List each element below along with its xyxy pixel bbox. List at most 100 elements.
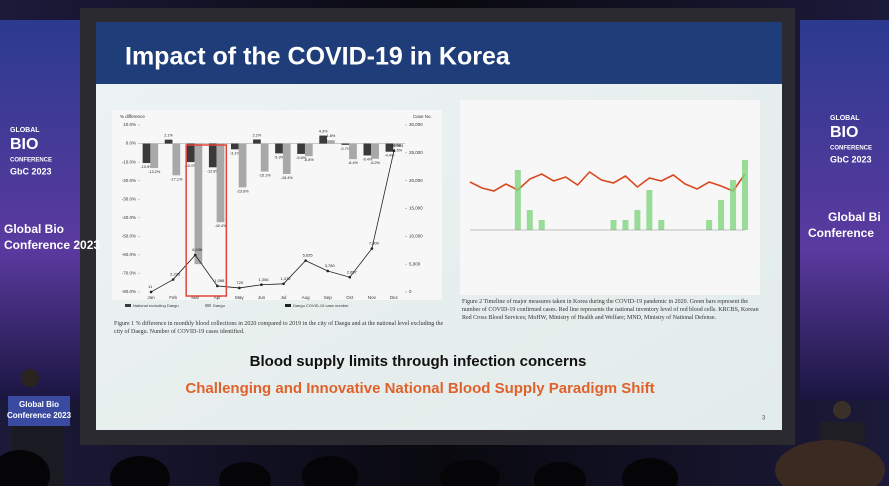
case-bar — [730, 180, 737, 230]
bar — [208, 143, 217, 168]
banner-logo: GbC 2023 — [830, 154, 872, 164]
bar — [371, 143, 379, 159]
data-label: -8.2% — [370, 161, 381, 165]
legend-label: Daegu — [213, 303, 225, 308]
bar — [385, 143, 394, 152]
figure1-caption: Figure 1 % difference in monthly blood c… — [114, 321, 444, 336]
case-bar — [610, 220, 617, 230]
bar — [142, 143, 151, 164]
y-tick-label: -40.0% — [122, 215, 136, 220]
x-tick-label: Jun — [258, 295, 266, 300]
bar — [186, 143, 195, 163]
y-tick-label: -60.0% — [122, 252, 136, 257]
bar — [304, 143, 313, 157]
x-tick-label: Dec — [390, 295, 399, 300]
y2-tick-label: 25,000 — [409, 150, 423, 155]
data-label: -10.0% — [185, 164, 198, 168]
data-label: -15.1% — [259, 174, 272, 178]
bar — [327, 140, 335, 144]
x-tick-label: May — [235, 295, 244, 300]
axis-title: % difference — [120, 114, 145, 119]
case-bar — [622, 220, 629, 230]
y-tick-label: -70.0% — [122, 271, 136, 276]
case-bar — [706, 220, 713, 230]
x-tick-label: Aug — [302, 295, 311, 300]
data-label: -0.7% — [340, 147, 351, 151]
data-label: -42.4% — [214, 224, 227, 228]
right-banner — [800, 20, 889, 400]
y-tick-label: 10.0% — [123, 122, 136, 127]
figure1-caption-box: Figure 1 % difference in monthly blood c… — [114, 321, 444, 336]
legend-label: National excluding Daegu — [133, 303, 179, 308]
banner-headline: Global Bi — [828, 210, 881, 224]
banner-logo: CONFERENCE — [830, 146, 872, 152]
bar — [363, 143, 372, 156]
case-bar — [658, 220, 665, 230]
case-line — [150, 150, 395, 293]
x-tick-label: Mar — [191, 295, 199, 300]
speaker-head — [833, 401, 851, 419]
bar — [260, 143, 269, 172]
data-label: -1.5% — [392, 148, 403, 152]
figure1-panel — [112, 110, 442, 300]
y-tick-label: -20.0% — [122, 178, 136, 183]
y2-tick-label: 10,000 — [409, 234, 423, 239]
banner-headline: Conference — [808, 226, 874, 240]
bar — [297, 143, 305, 154]
bar — [172, 143, 181, 176]
x-tick-label: Nov — [368, 295, 377, 300]
data-label: 4.3% — [319, 130, 328, 134]
case-bar — [646, 190, 653, 230]
page-number: 3 — [762, 416, 766, 422]
data-label: 2.1% — [164, 134, 173, 138]
podium-sign — [8, 396, 70, 426]
banner-headline: Global Bio — [4, 222, 64, 236]
banner-logo: CONFERENCE — [10, 158, 52, 164]
data-label: 6,636 — [192, 247, 203, 252]
data-label: -6.4% — [362, 157, 373, 161]
slide-line2: Challenging and Innovative National Bloo… — [185, 380, 654, 397]
figure2-panel — [460, 100, 760, 295]
data-label: -8.4% — [348, 161, 359, 165]
data-label: -13.2% — [148, 170, 161, 174]
bar — [194, 143, 203, 265]
case-bar — [526, 210, 533, 230]
y2-tick-label: 15,000 — [409, 206, 423, 211]
data-label: -4.4% — [384, 154, 395, 158]
data-label: 2,236 — [170, 272, 181, 277]
y-tick-label: -30.0% — [122, 196, 136, 201]
data-label: 5,635 — [303, 253, 314, 258]
y2-tick-label: 0 — [409, 289, 412, 294]
data-label: 3,780 — [325, 263, 336, 268]
x-tick-label: Oct — [346, 295, 354, 300]
case-point — [392, 149, 396, 153]
legend-swatch — [125, 304, 131, 307]
banner-headline: Conference 2023 — [4, 238, 100, 252]
left-banner-text: GLOBAL BIO CONFERENCE GbC 2023 Global Bi… — [4, 127, 100, 252]
bar — [150, 143, 159, 169]
y-tick-label: -50.0% — [122, 234, 136, 239]
axis-title: Case No. — [413, 114, 432, 119]
x-tick-label: Apr — [214, 295, 222, 300]
data-label: 1.8% — [327, 134, 336, 138]
x-tick-label: Jan — [147, 295, 155, 300]
data-label: -5.6% — [296, 156, 307, 160]
bar — [238, 143, 247, 188]
audience — [0, 440, 885, 486]
y2-tick-label: 5,000 — [409, 261, 421, 266]
banner-logo: BIO — [10, 136, 38, 153]
y-tick-label: -80.0% — [122, 289, 136, 294]
bar — [393, 143, 402, 147]
case-bar — [742, 160, 748, 230]
x-tick-label: Jul — [281, 295, 287, 300]
data-label: -6.8% — [304, 158, 315, 162]
case-bar — [718, 200, 725, 230]
podium-text: Global Bio — [19, 400, 59, 409]
data-label: 11 — [148, 284, 153, 289]
banner-logo: GLOBAL — [10, 127, 40, 134]
bar — [282, 143, 291, 174]
y-tick-label: 0.0% — [126, 141, 136, 146]
data-label: 729 — [236, 280, 243, 285]
data-label: -10.5% — [140, 165, 153, 169]
